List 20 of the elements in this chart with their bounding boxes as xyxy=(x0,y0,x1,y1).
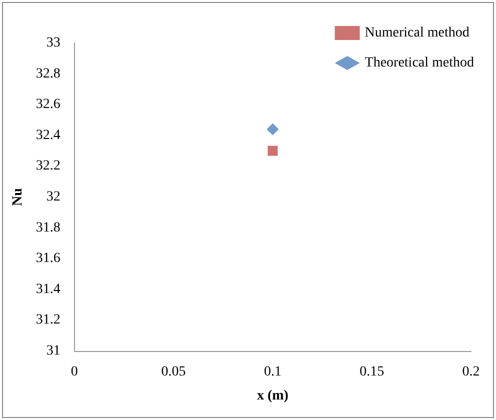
x-tick-label: 0.2 xyxy=(462,364,480,380)
y-tick-label: 33 xyxy=(46,36,60,50)
legend-label: Theoretical method xyxy=(364,56,474,70)
x-tick-label: 0 xyxy=(70,364,78,380)
x-tick-label: 0.1 xyxy=(264,364,282,380)
x-tick-label: 0.15 xyxy=(360,364,384,380)
y-tick-label: 31 xyxy=(46,344,60,358)
y-tick-label: 31.4 xyxy=(36,282,60,297)
y-tick-label: 31.6 xyxy=(36,251,60,266)
y-tick-label: 32.8 xyxy=(36,66,60,82)
y-tick-label: 31.8 xyxy=(36,220,60,236)
y-tick-label: 32.4 xyxy=(36,128,60,143)
y-tick-label: 32.6 xyxy=(36,97,60,112)
y-tick-label: 31.2 xyxy=(36,312,60,328)
y-axis-title: Nu xyxy=(10,188,26,206)
x-axis-title: x (m) xyxy=(256,388,289,404)
y-tick-label: 32.2 xyxy=(36,158,60,174)
x-tick-label: 0.05 xyxy=(161,364,186,380)
legend-label: Numerical method xyxy=(364,26,470,40)
y-tick-label: 32 xyxy=(46,190,60,204)
